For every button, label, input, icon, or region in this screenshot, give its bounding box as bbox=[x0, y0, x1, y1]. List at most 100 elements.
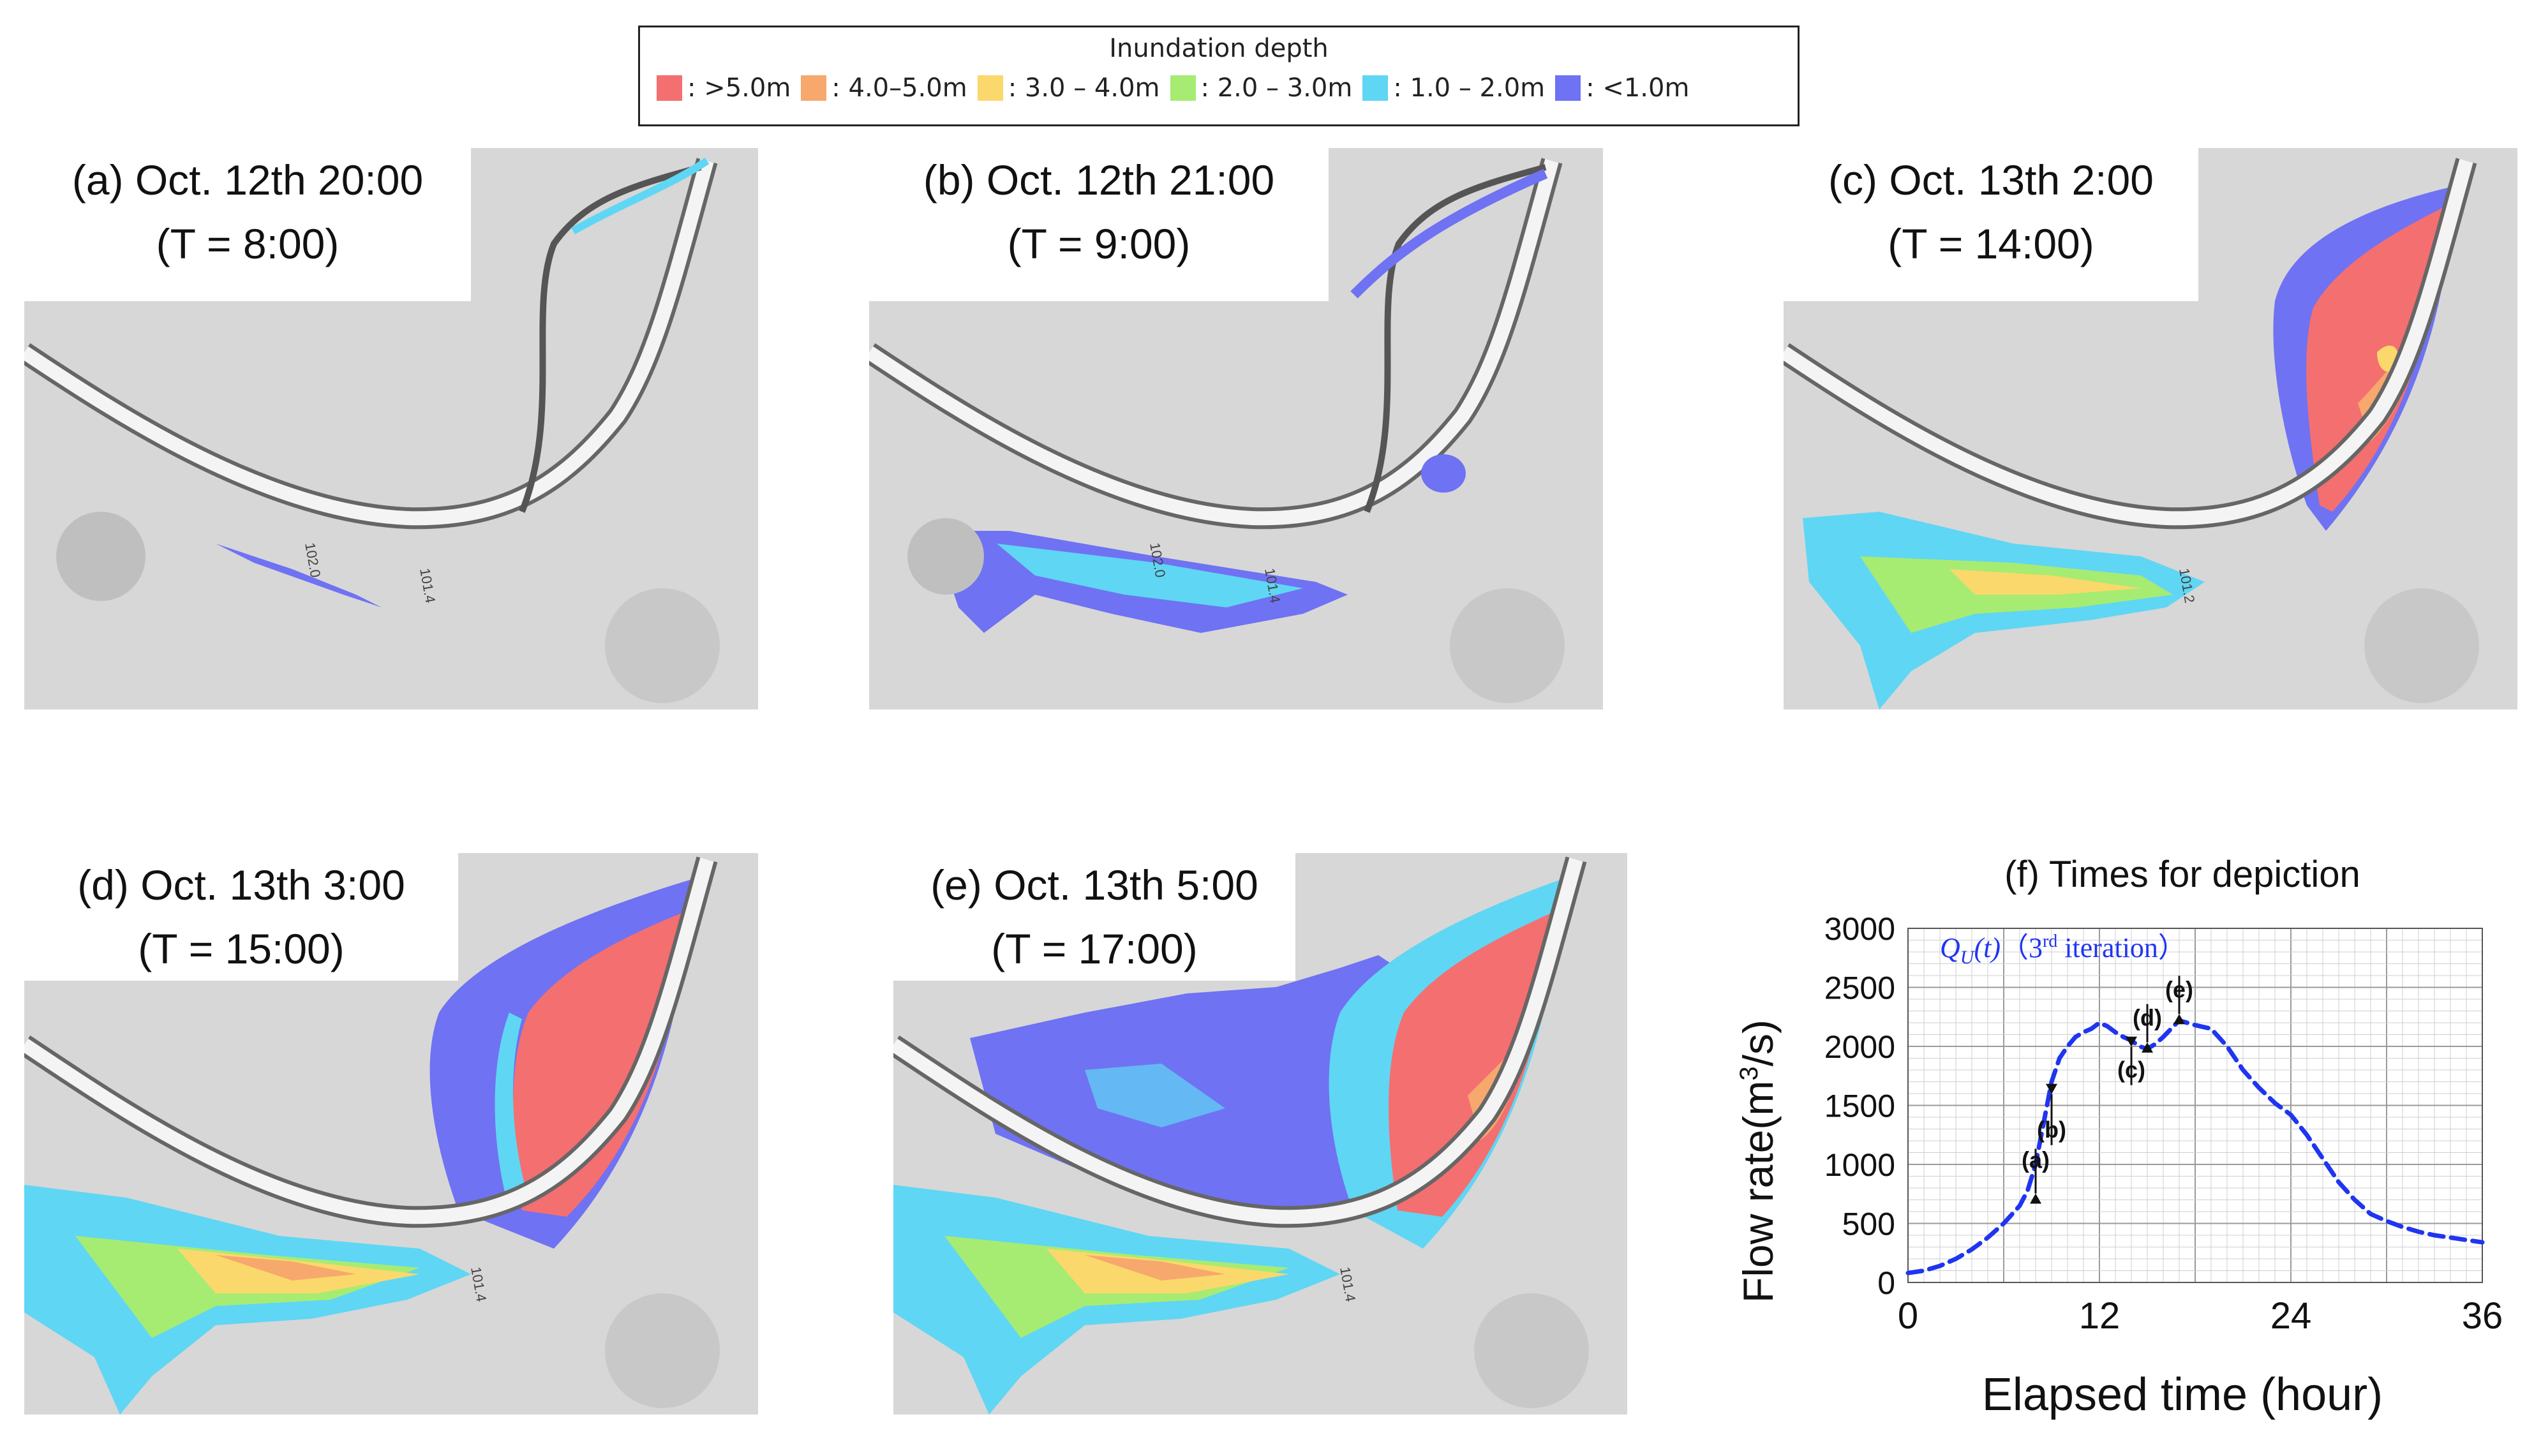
series-label-q: Q bbox=[1940, 932, 1960, 963]
annotation-arrowhead bbox=[2142, 1042, 2153, 1053]
y-tick-label: 2500 bbox=[1824, 970, 1895, 1006]
y-axis-label: Flow rate(m3/s) bbox=[1734, 1020, 1782, 1303]
flood-area bbox=[2306, 205, 2447, 512]
panel-a-title: (a) Oct. 12th 20:00 bbox=[71, 156, 424, 204]
annotation-label: (a) bbox=[2022, 1147, 2050, 1173]
legend-item-2-3: : 2.0 – 3.0m bbox=[1170, 73, 1353, 103]
panel-c-map: 101.2 bbox=[1784, 148, 2517, 709]
panel-b-caption: (b) Oct. 12th 21:00 (T = 9:00) bbox=[869, 148, 1329, 301]
x-axis-label: Elapsed time (hour) bbox=[1982, 1369, 2383, 1420]
panel-d-caption: (d) Oct. 13th 3:00 (T = 15:00) bbox=[24, 853, 458, 981]
panel-c: 101.2 (c) Oct. 13th 2:00 (T = 14:00) bbox=[1784, 148, 2517, 709]
legend-swatch-lt1 bbox=[1555, 75, 1581, 101]
panel-a-subtitle: (T = 8:00) bbox=[156, 220, 339, 267]
panel-e-caption: (e) Oct. 13th 5:00 (T = 17:00) bbox=[893, 853, 1295, 981]
terrain-hill bbox=[2364, 588, 2479, 703]
legend-title: Inundation depth bbox=[1109, 34, 1329, 63]
series-label-iter: （3 bbox=[2001, 932, 2043, 963]
flood-area bbox=[1949, 569, 2141, 595]
series-label-iter-sup: rd bbox=[2043, 932, 2057, 951]
legend-label-2-3: : 2.0 – 3.0m bbox=[1200, 73, 1353, 103]
terrain-hill bbox=[907, 518, 984, 595]
y-tick-label: 3000 bbox=[1824, 911, 1895, 947]
map-basemap-upper bbox=[471, 148, 758, 314]
y-axis-label-main: Flow rate bbox=[1734, 1130, 1782, 1303]
y-tick-label: 1000 bbox=[1824, 1147, 1895, 1183]
legend-swatch-gt5 bbox=[657, 75, 682, 101]
series-label-iter-close: iteration） bbox=[2057, 932, 2186, 963]
series-label: QU(t)（3rd iteration） bbox=[1940, 932, 2186, 968]
legend-item-4-5: : 4.0–5.0m bbox=[801, 73, 967, 103]
legend-label-3-4: : 3.0 – 4.0m bbox=[1008, 73, 1160, 103]
flood-area bbox=[1421, 454, 1466, 493]
legend-items: : >5.0m : 4.0–5.0m : 3.0 – 4.0m : 2.0 – … bbox=[657, 73, 1699, 103]
river-channel-inner bbox=[24, 159, 714, 526]
x-tick-label: 12 bbox=[2079, 1295, 2120, 1337]
flood-area bbox=[1350, 168, 1548, 299]
flood-area bbox=[1389, 910, 1557, 1217]
panel-d: 101.4 (d) Oct. 13th 3:00 (T = 15:00) bbox=[24, 853, 758, 1415]
panel-b-subtitle: (T = 9:00) bbox=[1007, 220, 1191, 267]
panel-e-title: (e) Oct. 13th 5:00 bbox=[930, 861, 1258, 909]
panel-d-title: (d) Oct. 13th 3:00 bbox=[77, 861, 405, 909]
legend-item-3-4: : 3.0 – 4.0m bbox=[977, 73, 1160, 103]
inundation-legend: Inundation depth : >5.0m : 4.0–5.0m : 3.… bbox=[638, 26, 1800, 126]
legend-swatch-1-2 bbox=[1362, 75, 1389, 101]
annotation-label: (d) bbox=[2133, 1005, 2162, 1031]
annotation-arrowhead bbox=[2046, 1083, 2057, 1094]
legend-label-gt5: : >5.0m bbox=[687, 73, 791, 103]
chart-axes bbox=[1907, 928, 2483, 1283]
flood-area bbox=[1085, 1255, 1225, 1281]
flood-area bbox=[571, 158, 710, 235]
series-line bbox=[1905, 1018, 2485, 1275]
x-tick-label: 36 bbox=[2462, 1295, 2503, 1337]
legend-swatch-2-3 bbox=[1170, 75, 1196, 101]
panel-d-subtitle: (T = 15:00) bbox=[138, 925, 345, 972]
x-tick-label: 0 bbox=[1898, 1295, 1918, 1337]
flood-area bbox=[216, 1255, 356, 1281]
y-tick-label: 1500 bbox=[1824, 1088, 1895, 1124]
panel-c-caption: (c) Oct. 13th 2:00 (T = 14:00) bbox=[1784, 148, 2198, 301]
series-label-sub: U bbox=[1960, 947, 1976, 968]
flood-area bbox=[997, 544, 1303, 607]
panel-e-subtitle: (T = 17:00) bbox=[991, 925, 1198, 972]
x-tick-label: 24 bbox=[2270, 1295, 2312, 1337]
y-tick-label: 2000 bbox=[1824, 1029, 1895, 1065]
annotation-label: (c) bbox=[2117, 1057, 2145, 1083]
map-basemap-upper bbox=[1329, 148, 1603, 314]
legend-swatch-4-5 bbox=[801, 75, 827, 101]
chart-series bbox=[1905, 1018, 2485, 1275]
legend-swatch-3-4 bbox=[977, 75, 1003, 101]
annotation-label: (b) bbox=[2037, 1117, 2066, 1143]
flow-rate-chart: (f) Times for depiction 0 12 24 36 0 500 1000 1… bbox=[1734, 854, 2503, 1420]
terrain-hill bbox=[605, 1293, 720, 1408]
panel-a-caption: (a) Oct. 12th 20:00 (T = 8:00) bbox=[24, 148, 471, 301]
flood-area bbox=[513, 910, 688, 1217]
river-channel-inner bbox=[1784, 159, 2473, 526]
panel-a-map: 101.4 102.0 bbox=[24, 148, 758, 709]
flood-area bbox=[495, 1013, 528, 1210]
terrain-hill bbox=[605, 588, 720, 703]
panel-b-title: (b) Oct. 12th 21:00 bbox=[923, 156, 1275, 204]
panel-c-title: (c) Oct. 13th 2:00 bbox=[1828, 156, 2154, 204]
terrain-hill bbox=[1474, 1293, 1589, 1408]
legend-item-gt5: : >5.0m bbox=[657, 73, 791, 103]
river-channel-inner bbox=[893, 858, 1583, 1224]
river-channel-inner bbox=[24, 858, 714, 1224]
terrain-hill bbox=[1450, 588, 1565, 703]
legend-item-lt1: : <1.0m bbox=[1555, 73, 1689, 103]
panel-b-map: 101.4 102.0 bbox=[869, 148, 1603, 709]
legend-label-lt1: : <1.0m bbox=[1586, 73, 1690, 103]
chart-title: (f) Times for depiction bbox=[2004, 854, 2360, 895]
legend-label-4-5: : 4.0–5.0m bbox=[831, 73, 967, 103]
annotation-arrowhead bbox=[2173, 1014, 2185, 1025]
panel-c-subtitle: (T = 14:00) bbox=[1888, 220, 2094, 267]
chart-annotations: (a) (b) (c) (d)(e) bbox=[2022, 976, 2193, 1204]
y-axis-label-sup: 3 bbox=[1735, 1066, 1763, 1080]
y-axis-label-end: /s) bbox=[1734, 1020, 1782, 1066]
annotation-arrowhead bbox=[2030, 1193, 2041, 1204]
panel-a: 101.4 102.0 (a) Oct. 12th 20:00 (T = 8:0… bbox=[24, 148, 758, 709]
annotation-label: (e) bbox=[2165, 976, 2193, 1002]
panel-e-map: 101.4 bbox=[893, 853, 1627, 1415]
legend-item-1-2: : 1.0 – 2.0m bbox=[1362, 73, 1545, 103]
